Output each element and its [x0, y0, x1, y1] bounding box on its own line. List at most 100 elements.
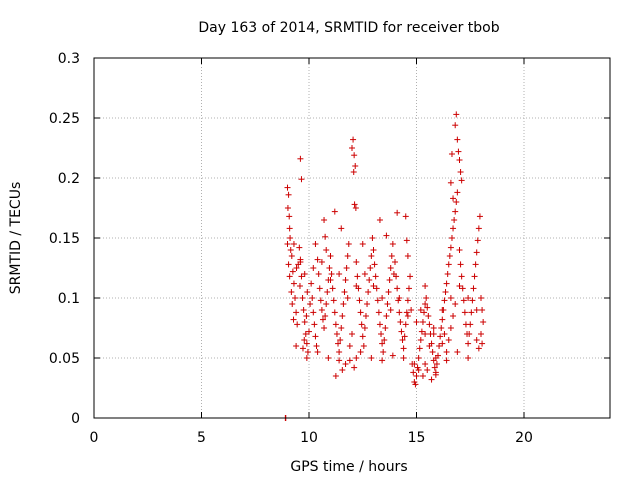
data-point [300, 307, 307, 313]
data-point [392, 259, 398, 265]
data-point [345, 241, 352, 247]
data-point [470, 285, 477, 292]
x-tick-label: 5 [197, 430, 206, 446]
data-point [302, 331, 309, 337]
data-point [350, 169, 357, 175]
data-point [389, 352, 396, 359]
data-point [465, 355, 472, 361]
data-point [311, 321, 318, 328]
data-point [445, 337, 452, 343]
data-point [323, 301, 330, 307]
data-point [454, 349, 461, 355]
data-point [374, 297, 381, 304]
data-point [453, 199, 460, 205]
y-tick-label: 0.05 [49, 351, 80, 367]
data-point [460, 297, 467, 304]
data-point [316, 285, 323, 292]
data-point [403, 237, 410, 244]
data-point [312, 333, 319, 340]
data-point [404, 253, 411, 259]
data-point [326, 265, 333, 271]
data-point [402, 213, 409, 220]
data-point [474, 237, 481, 244]
data-point [358, 321, 365, 328]
data-point [365, 289, 372, 295]
data-point [332, 373, 339, 379]
data-point [415, 355, 422, 361]
data-point [404, 313, 411, 319]
data-point [353, 259, 360, 265]
data-point [446, 253, 453, 259]
data-point [289, 268, 296, 275]
data-point [353, 355, 360, 361]
data-point [424, 367, 431, 373]
data-point [404, 297, 411, 304]
data-point [337, 337, 344, 343]
data-point [373, 285, 380, 292]
data-point [412, 381, 419, 388]
data-point [396, 309, 403, 316]
data-point [442, 289, 449, 295]
data-point [413, 373, 420, 379]
data-point [290, 316, 297, 323]
data-point [422, 283, 429, 289]
data-point [452, 301, 459, 307]
data-point [341, 289, 348, 295]
data-point [351, 201, 358, 208]
data-point [455, 148, 462, 155]
data-point [458, 273, 465, 280]
data-point [461, 309, 468, 316]
data-point [306, 328, 312, 335]
data-point [457, 261, 464, 268]
data-point [452, 122, 459, 129]
data-point [451, 217, 458, 223]
data-point [314, 256, 321, 263]
data-point [353, 283, 360, 289]
data-point [330, 297, 337, 304]
data-point [401, 333, 408, 340]
data-point [415, 367, 422, 373]
y-tick-label: 0.3 [58, 51, 80, 67]
data-point [385, 289, 392, 295]
data-point [317, 297, 324, 304]
data-point [394, 209, 401, 216]
data-point [304, 349, 311, 355]
x-tick-label: 20 [515, 430, 533, 446]
data-point [346, 343, 353, 349]
data-point [422, 331, 429, 337]
data-point [413, 319, 420, 325]
data-point [369, 235, 376, 241]
data-point [393, 273, 400, 280]
data-point [336, 271, 343, 277]
data-point [388, 253, 395, 259]
y-tick-label: 0.25 [49, 111, 80, 127]
data-point [301, 337, 308, 343]
data-point [450, 195, 457, 202]
data-point [428, 376, 435, 383]
data-point [386, 277, 393, 283]
data-point [454, 189, 461, 196]
data-point [304, 289, 311, 295]
data-point [430, 325, 437, 331]
data-point [450, 225, 457, 232]
data-point [439, 316, 446, 323]
data-point [368, 253, 375, 259]
data-point [284, 184, 291, 191]
data-point [450, 313, 457, 319]
data-point [381, 337, 388, 343]
data-point [318, 259, 325, 265]
data-point [476, 213, 483, 220]
data-point [447, 325, 454, 331]
data-point [422, 361, 429, 367]
x-tick-labels: 0 5 10 15 20 [90, 430, 533, 446]
data-point [323, 247, 330, 253]
data-point [293, 265, 300, 271]
data-point [379, 357, 386, 364]
data-point [292, 295, 299, 301]
data-point [378, 331, 385, 337]
data-point [389, 241, 396, 247]
data-point [361, 325, 368, 331]
data-point [421, 309, 428, 316]
data-point [349, 331, 355, 337]
